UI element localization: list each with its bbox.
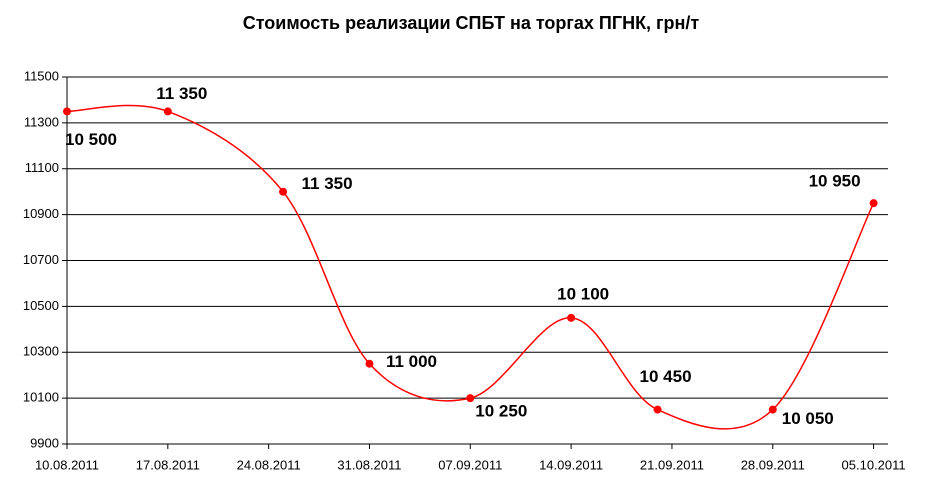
point xyxy=(653,405,662,414)
y-tick-label: 9900 xyxy=(30,435,59,450)
x-tick-label: 21.09.2011 xyxy=(640,457,704,472)
point xyxy=(163,107,172,116)
y-tick-label: 10700 xyxy=(23,252,59,267)
line xyxy=(66,104,875,430)
y-tick-label: 10500 xyxy=(23,298,59,313)
annotation: 10 250 xyxy=(475,402,527,421)
x-tick-label: 17.08.2011 xyxy=(136,457,200,472)
x-tick-label: 05.10.2011 xyxy=(842,457,906,472)
x-tick-label: 31.08.2011 xyxy=(337,457,401,472)
annotation: 11 350 xyxy=(302,174,353,193)
point xyxy=(365,359,374,368)
y-tick-label: 10300 xyxy=(23,344,59,359)
x-tick-label: 24.08.2011 xyxy=(237,457,301,472)
annotation: 10 950 xyxy=(809,172,861,191)
annotation: 10 450 xyxy=(640,367,692,386)
point xyxy=(63,107,71,116)
point xyxy=(279,187,288,196)
point xyxy=(567,313,576,322)
annotation: 10 100 xyxy=(557,284,609,303)
annotation: 10 050 xyxy=(782,409,834,428)
point xyxy=(869,199,878,208)
y-tick-label: 11100 xyxy=(25,160,59,175)
point xyxy=(466,394,475,403)
y-tick-label: 10900 xyxy=(23,206,59,221)
annotation: 10 500 xyxy=(65,130,117,149)
x-tick-label: 14.09.2011 xyxy=(539,457,603,472)
y-tick-label: 11500 xyxy=(24,68,59,83)
y-tick-label: 11300 xyxy=(24,114,59,129)
x-tick-label: 28.09.2011 xyxy=(741,457,805,472)
point xyxy=(768,405,777,414)
x-tick-label: 07.09.2011 xyxy=(438,457,502,472)
x-tick-label: 10.08.2011 xyxy=(35,457,99,472)
annotation: 11 000 xyxy=(386,352,437,371)
chart-title: Стоимость реализации СПБТ на торгах ПГНК… xyxy=(243,13,700,33)
annotation: 11 350 xyxy=(156,84,207,103)
y-tick-label: 10100 xyxy=(23,390,59,405)
